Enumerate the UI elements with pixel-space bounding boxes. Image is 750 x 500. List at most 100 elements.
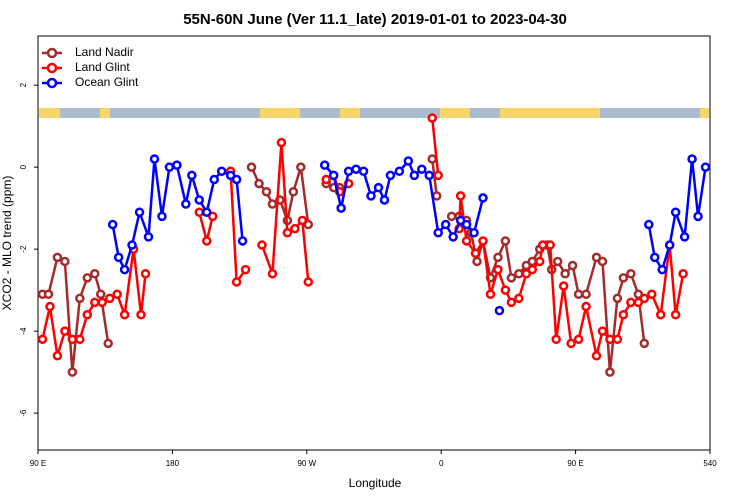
point [424,170,435,181]
point [225,170,236,181]
point [552,256,563,267]
series [37,113,688,361]
point [566,338,576,349]
point [664,240,675,250]
point [52,252,63,263]
point [134,207,145,218]
point [446,211,457,222]
point [194,207,205,218]
series-line [41,117,685,357]
point [201,236,212,246]
band-ocean [600,108,700,118]
point [633,297,644,308]
point [618,273,629,283]
series [107,154,711,316]
point [89,268,100,279]
band-ocean [360,108,440,118]
point [282,228,293,238]
x-axis-label: Longitude [349,476,402,490]
point [207,211,218,222]
y-tick-label: -4 [19,327,28,335]
point [43,289,54,299]
point [366,191,376,201]
series [37,154,650,377]
point [343,166,354,177]
y-tick-label: -6 [19,409,28,417]
point [597,256,608,267]
point [644,219,654,230]
point [358,166,369,177]
point [209,174,219,185]
point [409,170,420,181]
point [494,305,505,316]
point [385,170,396,181]
point [172,160,182,170]
point [647,289,657,299]
point [379,195,390,205]
point [127,240,137,250]
point [461,219,472,230]
point [693,211,703,222]
land-ocean-band [39,108,709,118]
point [52,350,63,361]
point [119,264,130,275]
band-ocean [300,108,340,118]
point [75,334,85,345]
point [493,264,503,275]
point [506,273,517,283]
point [403,156,414,166]
point [149,154,160,164]
x-tick-label: 90 E [567,459,583,468]
point [136,309,146,320]
point [67,334,78,345]
legend-marker [46,47,58,59]
point [605,334,615,345]
point [612,334,623,345]
point [194,195,205,205]
point [537,240,548,250]
point [431,191,442,201]
y-axis-label: XCO2 - MLO trend (ppm) [0,176,14,311]
point [240,264,251,275]
point [455,215,466,226]
point [514,268,524,279]
point [296,162,306,172]
x-tick-label: 0 [439,459,444,468]
point [448,232,458,242]
point [104,293,115,304]
point [157,211,167,222]
point [89,297,100,308]
point [290,223,300,234]
point [649,252,660,263]
point [112,289,122,299]
point [319,160,330,170]
point [478,193,488,203]
point [37,334,48,345]
point [433,228,443,238]
point [257,240,267,250]
point [254,178,264,189]
legend-marker [46,77,58,89]
point [60,256,70,267]
point [485,289,496,299]
point [187,170,197,181]
point [373,182,384,193]
x-tick-label: 90 E [30,459,46,468]
point [626,297,636,308]
point [700,162,711,172]
point [612,293,623,304]
x-tick-label: 180 [166,459,180,468]
point [328,170,339,181]
point [427,154,437,164]
point [551,334,561,345]
point [657,264,667,275]
point [143,232,154,242]
point [461,236,472,246]
point [82,309,93,320]
point [113,252,124,263]
point [687,154,697,164]
point [95,289,106,299]
point [567,260,578,271]
point [535,256,545,267]
point [297,215,308,226]
